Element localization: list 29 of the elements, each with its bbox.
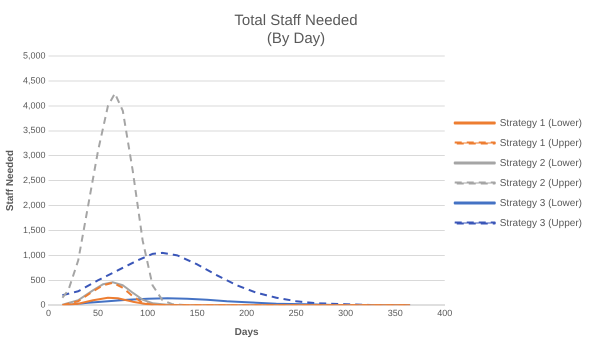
x-tick-label: 300 bbox=[338, 308, 354, 318]
y-tick-label: 2,000 bbox=[22, 200, 46, 210]
x-tick-label: 50 bbox=[93, 308, 104, 318]
x-axis-title: Days bbox=[234, 326, 260, 338]
y-tick-label: 4,000 bbox=[22, 100, 46, 110]
legend-label: Strategy 1 (Upper) bbox=[500, 138, 582, 149]
y-tick-label: 1,500 bbox=[22, 224, 46, 235]
legend-label: Strategy 1 (Lower) bbox=[500, 118, 582, 129]
y-tick-label: 2,500 bbox=[22, 175, 46, 186]
y-tick-label: 3,500 bbox=[22, 125, 46, 136]
legend-label: Strategy 3 (Lower) bbox=[500, 198, 582, 209]
x-tick-label: 250 bbox=[288, 308, 304, 318]
chart-title: Total Staff Needed bbox=[234, 12, 358, 30]
x-tick-label: 400 bbox=[437, 308, 452, 318]
legend-label: Strategy 2 (Lower) bbox=[500, 158, 582, 169]
x-tick-label: 350 bbox=[388, 308, 403, 318]
y-tick-label: 5,000 bbox=[22, 50, 46, 60]
y-axis-title: Staff Needed bbox=[4, 150, 16, 212]
x-tick-label: 150 bbox=[190, 308, 205, 318]
y-tick-label: 0 bbox=[40, 300, 46, 310]
legend-label: Strategy 3 (Upper) bbox=[500, 218, 582, 229]
y-tick-label: 1,000 bbox=[22, 250, 46, 260]
x-tick-label: 100 bbox=[140, 308, 156, 318]
chart-subtitle: (By Day) bbox=[266, 30, 326, 48]
y-tick-label: 500 bbox=[30, 274, 46, 285]
legend-label: Strategy 2 (Upper) bbox=[500, 178, 582, 189]
y-tick-label: 4,500 bbox=[22, 75, 46, 86]
x-tick-label: 200 bbox=[239, 308, 254, 318]
y-tick-label: 3,000 bbox=[22, 150, 46, 160]
